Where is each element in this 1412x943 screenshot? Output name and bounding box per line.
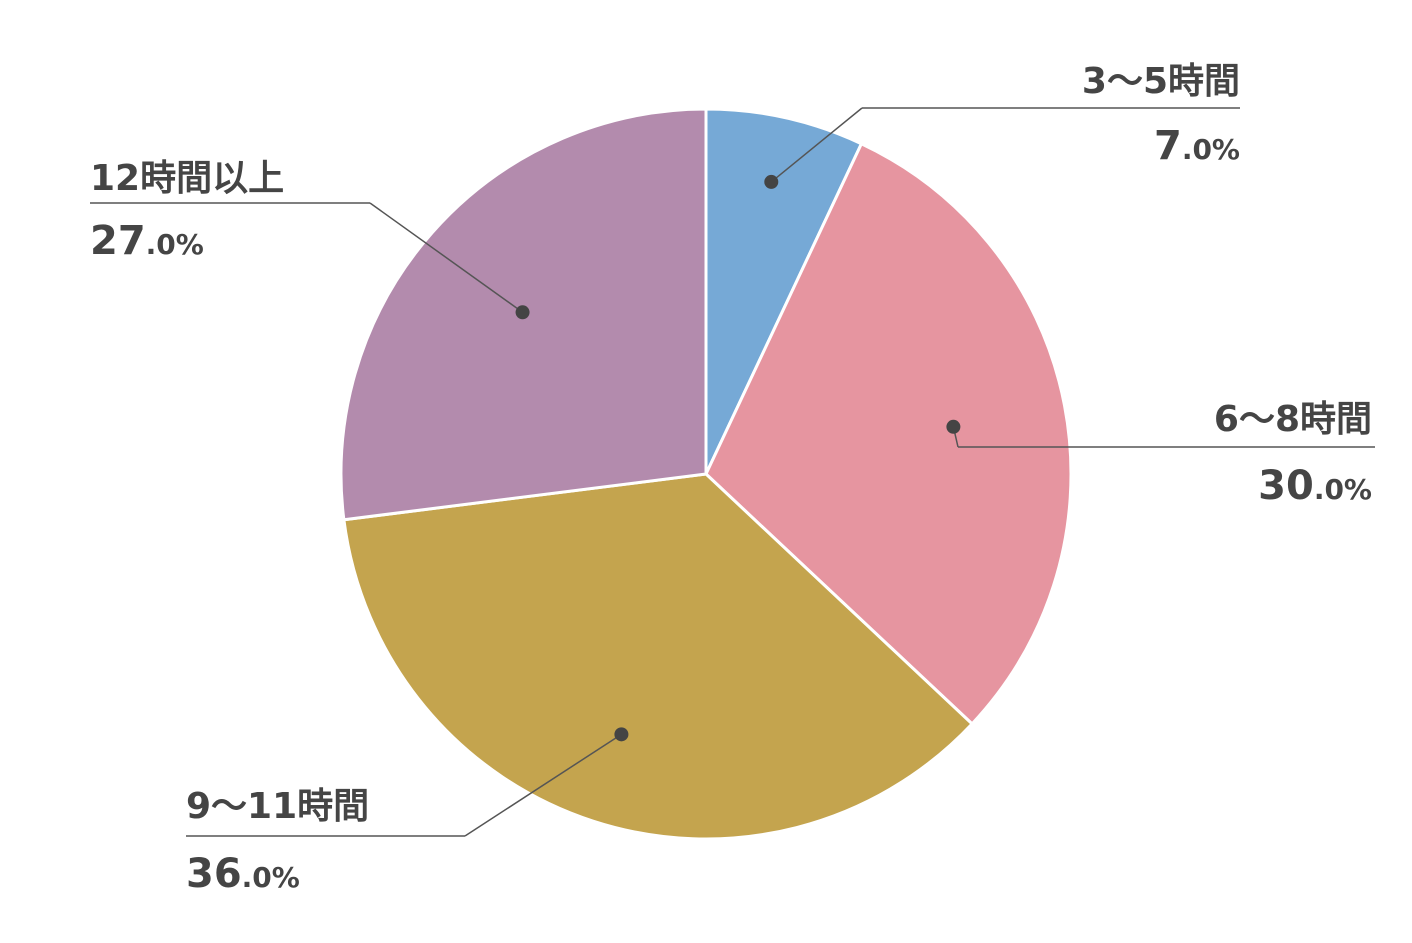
leader-dot [946, 419, 961, 434]
leader-line [369, 202, 523, 313]
pie-slice [704, 142, 1073, 726]
category-label: 6〜8時間 [1214, 399, 1372, 440]
leader-dot [614, 727, 629, 742]
category-label: 12時間以上 [90, 158, 284, 199]
leader-dot [764, 174, 779, 189]
category-label: 3〜5時間 [1082, 61, 1240, 102]
value-label: 7.0% [1154, 123, 1240, 169]
value-label: 27.0% [90, 218, 204, 264]
value-label: 30.0% [1258, 463, 1372, 509]
category-label: 9〜11時間 [186, 786, 369, 827]
value-label: 36.0% [186, 851, 300, 897]
leader-line [464, 733, 622, 837]
leader-dot [515, 305, 530, 320]
pie-slice [342, 472, 974, 841]
slices [339, 107, 1073, 841]
leader-line [770, 107, 863, 183]
labels: 3〜5時間 7.0% 6〜8時間 30.0% 9〜11時間 36.0% 12時間以上 27.0… [90, 61, 1375, 897]
pie-slice [704, 107, 863, 476]
